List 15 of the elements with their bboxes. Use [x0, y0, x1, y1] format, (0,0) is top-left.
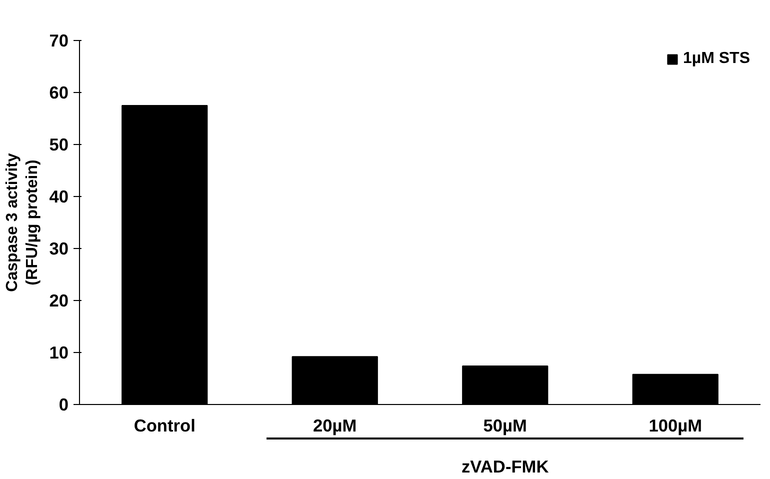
- y-tick-label: 70: [49, 30, 69, 50]
- legend-label: 1µM STS: [682, 50, 750, 68]
- y-tick-label: 30: [49, 238, 69, 258]
- x-tick-label: 50µM: [483, 416, 527, 436]
- x-tick-label: 100µM: [648, 416, 702, 436]
- y-tick-label: 20: [49, 290, 69, 310]
- y-tick-label: 40: [49, 186, 69, 206]
- y-tick-label: 0: [58, 394, 69, 414]
- x-tick-label: Control: [134, 416, 196, 436]
- x-tick-label: 20µM: [313, 416, 357, 436]
- y-tick-label: 60: [49, 82, 69, 102]
- y-tick-label: 50: [49, 134, 69, 154]
- y-tick-label: 10: [49, 342, 69, 362]
- y-axis-title: Caspase 3 activity (RFU/µg protein): [4, 153, 42, 292]
- text: zVAD-FMK: [461, 456, 550, 476]
